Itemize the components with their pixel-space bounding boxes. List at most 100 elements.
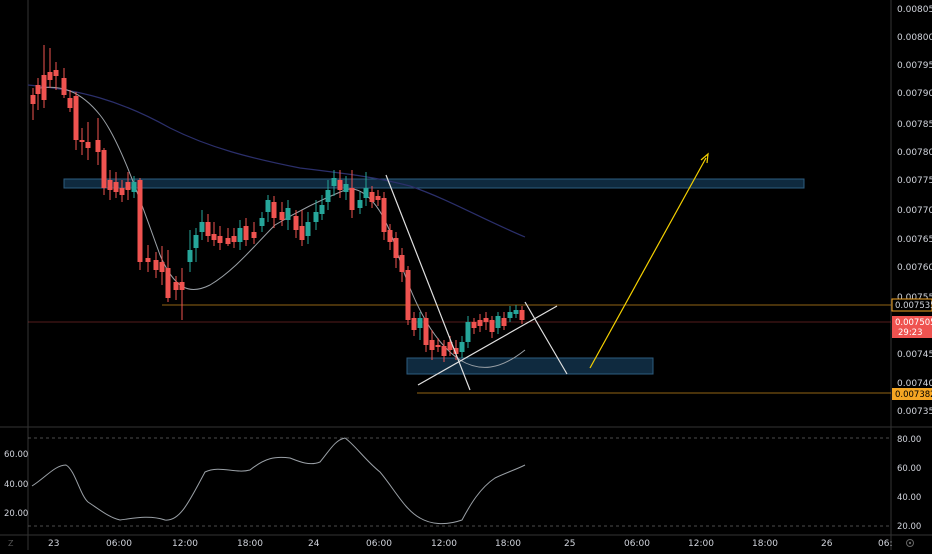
candle-body[interactable] [519, 310, 525, 320]
candle-body[interactable] [313, 212, 319, 222]
candle-body[interactable] [363, 188, 369, 198]
candle-body[interactable] [349, 188, 355, 210]
projection-up-arrow[interactable] [589, 157, 707, 369]
candle-body[interactable] [119, 188, 125, 195]
candle-body[interactable] [193, 235, 199, 248]
time-axis[interactable]: 23 06:00 12:00 18:00 24 06:00 12:00 18:0… [48, 539, 892, 549]
time-tick: 24 [308, 539, 320, 549]
candle-body[interactable] [299, 226, 305, 240]
candle-body[interactable] [199, 222, 205, 232]
candle-body[interactable] [393, 238, 399, 258]
candle-body[interactable] [107, 180, 113, 190]
demand-zone-box[interactable] [406, 357, 654, 375]
candle-body[interactable] [459, 342, 465, 352]
candle-body[interactable] [305, 222, 311, 236]
candle-body[interactable] [399, 255, 405, 272]
candle-body[interactable] [67, 98, 73, 108]
candle-body[interactable] [265, 200, 271, 212]
candle-body[interactable] [489, 320, 495, 332]
candle-body[interactable] [369, 192, 375, 202]
candle-body[interactable] [95, 140, 101, 152]
svg-text:0.007382: 0.007382 [895, 390, 932, 400]
candle-body[interactable] [211, 234, 217, 240]
candle-body[interactable] [357, 200, 363, 208]
candle-body[interactable] [251, 232, 257, 238]
candle-body[interactable] [179, 282, 185, 290]
candle-body[interactable] [225, 238, 231, 244]
candle-body[interactable] [441, 346, 447, 356]
candle-body[interactable] [285, 208, 291, 220]
candle-body[interactable] [331, 178, 337, 186]
candle-body[interactable] [231, 236, 237, 242]
tv-logo-icon[interactable]: Z [8, 539, 14, 548]
candle-body[interactable] [145, 258, 151, 262]
candle-body[interactable] [495, 316, 501, 328]
candlestick-series[interactable] [30, 45, 525, 362]
candle-body[interactable] [101, 150, 107, 188]
gear-icon[interactable] [906, 539, 914, 547]
candle-body[interactable] [173, 282, 179, 290]
candle-body[interactable] [85, 142, 91, 148]
candle-body[interactable] [435, 345, 441, 347]
candle-body[interactable] [53, 70, 59, 76]
candle-body[interactable] [465, 322, 471, 342]
projection-down-line[interactable] [524, 301, 568, 375]
candle-body[interactable] [131, 182, 137, 192]
candle-body[interactable] [471, 322, 477, 328]
svg-text:40.00: 40.00 [897, 493, 921, 503]
candle-body[interactable] [501, 318, 507, 326]
candle-body[interactable] [447, 342, 453, 350]
candle-body[interactable] [417, 318, 423, 328]
candle-body[interactable] [477, 320, 483, 326]
candle-body[interactable] [35, 85, 41, 94]
candle-body[interactable] [205, 222, 211, 236]
candle-body[interactable] [153, 260, 159, 270]
candle-body[interactable] [159, 262, 165, 272]
trendline-descending[interactable] [385, 174, 471, 391]
candle-body[interactable] [337, 180, 343, 190]
svg-text:60.00: 60.00 [897, 464, 921, 474]
candle-body[interactable] [217, 236, 223, 243]
candle-body[interactable] [387, 230, 393, 242]
candle-body[interactable] [375, 196, 381, 200]
candle-body[interactable] [137, 180, 143, 262]
time-tick: 26 [821, 539, 833, 549]
candle-body[interactable] [187, 250, 193, 262]
candle-body[interactable] [405, 270, 411, 320]
candle-body[interactable] [165, 268, 171, 298]
candle-body[interactable] [507, 312, 513, 318]
candle-body[interactable] [319, 205, 325, 214]
candle-body[interactable] [513, 310, 519, 314]
trendline-ascending[interactable] [417, 305, 558, 386]
candle-body[interactable] [73, 96, 79, 140]
candle-body[interactable] [41, 75, 47, 100]
candle-body[interactable] [30, 95, 36, 104]
candle-body[interactable] [243, 226, 249, 240]
candle-body[interactable] [453, 348, 459, 354]
candle-body[interactable] [293, 216, 299, 230]
candle-body[interactable] [271, 202, 277, 218]
candle-body[interactable] [423, 318, 429, 345]
candle-body[interactable] [483, 318, 489, 322]
supply-zone-box[interactable] [63, 178, 805, 189]
candle-body[interactable] [125, 182, 131, 190]
candle-body[interactable] [79, 140, 85, 142]
candle-body[interactable] [429, 340, 435, 350]
candle-body[interactable] [411, 318, 417, 330]
candle-body[interactable] [237, 228, 243, 242]
candle-body[interactable] [279, 212, 285, 220]
candle-body[interactable] [61, 78, 67, 95]
time-tick: 23 [48, 539, 59, 549]
candle-body[interactable] [113, 182, 119, 192]
candle-body[interactable] [381, 198, 387, 232]
candle-body[interactable] [47, 72, 53, 80]
candle-body[interactable] [325, 190, 331, 202]
candle-body[interactable] [343, 184, 349, 192]
candle-body[interactable] [259, 218, 265, 226]
